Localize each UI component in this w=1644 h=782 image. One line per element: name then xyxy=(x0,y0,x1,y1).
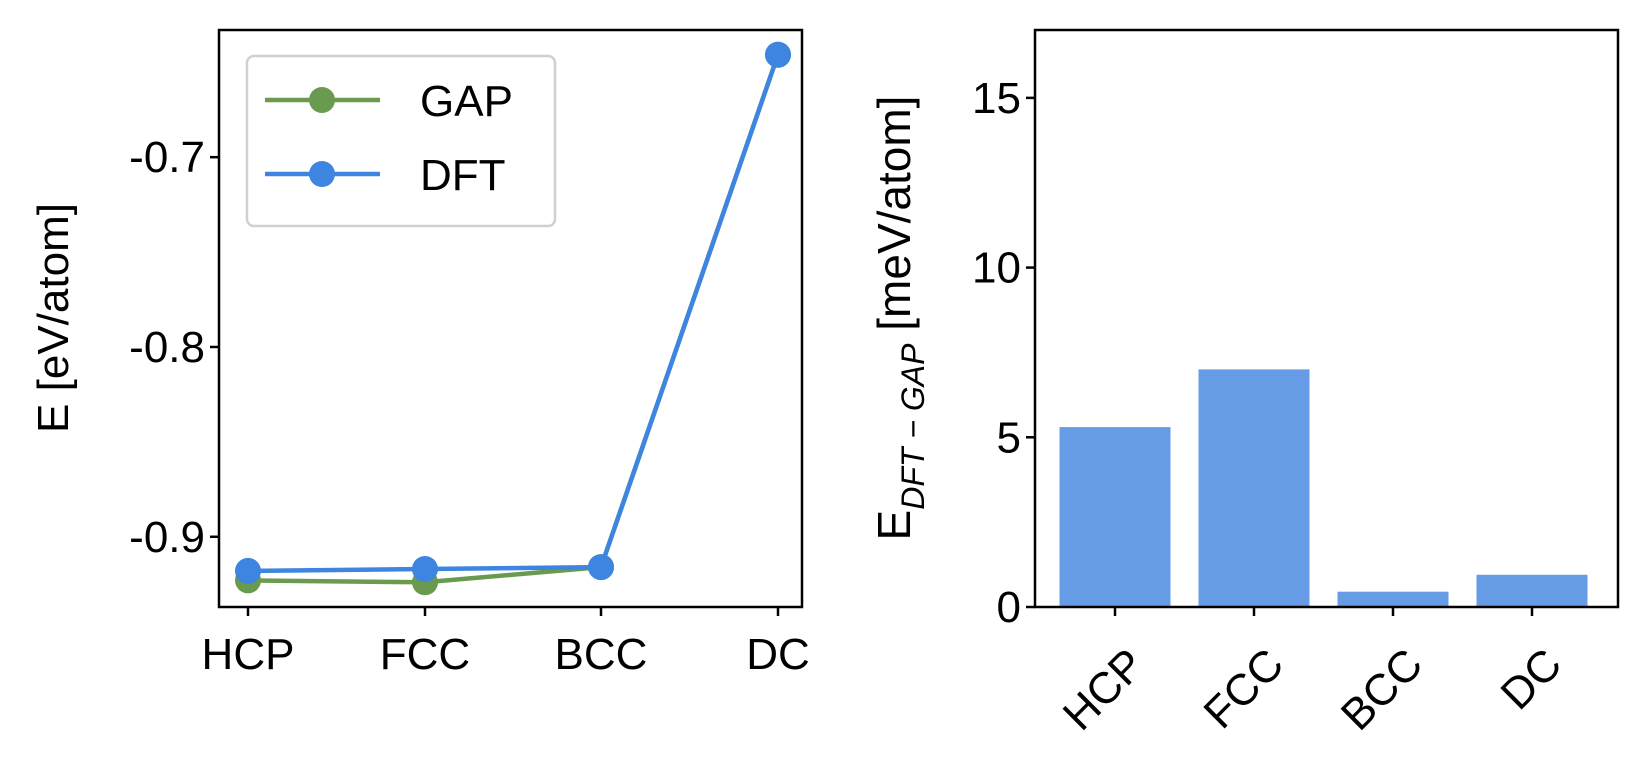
right-x-tick-label-hcp: HCP xyxy=(1054,639,1154,739)
legend-entry-dft: DFT xyxy=(265,151,506,200)
bar-bcc xyxy=(1337,591,1449,607)
bar-hcp xyxy=(1059,427,1171,607)
right-x-tick-label-fcc: FCC xyxy=(1195,639,1294,738)
right-y-tick-label: 15 xyxy=(972,74,1021,123)
legend-gap-label: GAP xyxy=(420,77,513,126)
right-y-tick-label: 5 xyxy=(997,413,1021,462)
right-plot-frame xyxy=(1033,28,1620,609)
left-y-axis-label: E [eV/atom] xyxy=(29,203,78,433)
bar-fcc xyxy=(1198,369,1310,607)
legend-entry-gap: GAP xyxy=(265,77,513,126)
left-y-tick-label: -0.8 xyxy=(129,323,205,372)
right-y-label-subscript: DFT − GAP xyxy=(895,343,931,510)
right-y-label-main: E xyxy=(868,510,920,541)
energy-difference-bar-chart: 0 5 10 15 HCP FCC BCC DC EDFT − GAP [meV/atom] xyxy=(868,28,1620,740)
dft-point-hcp xyxy=(235,557,261,584)
left-plot-frame xyxy=(217,28,804,609)
line-series-group xyxy=(247,53,781,585)
left-x-tick-label-bcc: BCC xyxy=(555,630,648,679)
right-y-tick-label: 0 xyxy=(997,583,1021,632)
right-x-tick-label-bcc: BCC xyxy=(1332,639,1432,739)
legend-dft-marker xyxy=(309,161,335,187)
legend: GAP DFT xyxy=(245,54,557,228)
energy-line-chart: -0.9 -0.8 -0.7 HCP FCC BCC DC E [eV/atom] GAP… xyxy=(29,28,810,679)
left-x-tick-label-dc: DC xyxy=(746,630,810,679)
left-x-ticks: HCP FCC BCC DC xyxy=(202,607,810,679)
bar-dc xyxy=(1476,574,1588,607)
right-x-ticks: HCP FCC BCC DC xyxy=(1054,607,1571,740)
right-y-axis-label: EDFT − GAP [meV/atom] xyxy=(868,96,931,541)
left-x-tick-label-hcp: HCP xyxy=(202,630,295,679)
left-y-tick-label: -0.9 xyxy=(129,513,205,562)
bar-group xyxy=(1059,369,1588,607)
right-y-ticks: 0 5 10 15 xyxy=(972,74,1035,632)
dft-point-bcc xyxy=(588,554,614,581)
dft-line xyxy=(247,53,781,574)
legend-gap-marker xyxy=(309,87,335,113)
right-y-tick-label: 10 xyxy=(972,244,1021,293)
right-y-label-unit: [meV/atom] xyxy=(868,96,920,344)
dft-point-dc xyxy=(765,41,791,68)
left-y-tick-label: -0.7 xyxy=(129,133,205,182)
right-x-tick-label-dc: DC xyxy=(1492,639,1572,719)
left-y-ticks: -0.9 -0.8 -0.7 xyxy=(129,133,219,562)
marker-group xyxy=(235,41,791,596)
dft-point-fcc xyxy=(412,556,438,582)
left-x-tick-label-fcc: FCC xyxy=(380,630,470,679)
legend-dft-label: DFT xyxy=(420,151,506,200)
